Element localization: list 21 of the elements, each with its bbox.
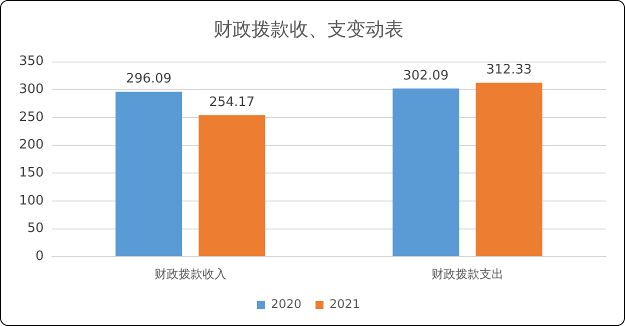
y-tick-label: 300 bbox=[18, 82, 44, 98]
y-tick-label: 150 bbox=[18, 165, 44, 180]
legend-label: 2020 bbox=[270, 297, 302, 312]
data-label: 312.33 bbox=[486, 62, 532, 78]
x-tick-label: 财政拨款支出 bbox=[431, 266, 504, 281]
y-tick-label: 0 bbox=[36, 248, 44, 264]
y-tick-label: 50 bbox=[27, 221, 44, 236]
bar bbox=[198, 115, 266, 256]
bar bbox=[476, 82, 542, 256]
bar bbox=[392, 88, 460, 256]
legend-label: 2021 bbox=[330, 297, 360, 312]
chart-title: 财政拨款收、支变动表 bbox=[214, 18, 404, 40]
data-label: 296.09 bbox=[126, 72, 172, 87]
y-tick-label: 200 bbox=[18, 138, 44, 153]
y-tick-label: 250 bbox=[18, 110, 44, 125]
y-tick-label: 350 bbox=[18, 54, 44, 70]
data-label: 302.09 bbox=[403, 68, 449, 84]
data-label: 254.17 bbox=[209, 95, 255, 110]
y-tick-label: 100 bbox=[18, 193, 44, 208]
x-tick-label: 财政拨款收入 bbox=[154, 266, 226, 281]
bar bbox=[116, 92, 182, 256]
